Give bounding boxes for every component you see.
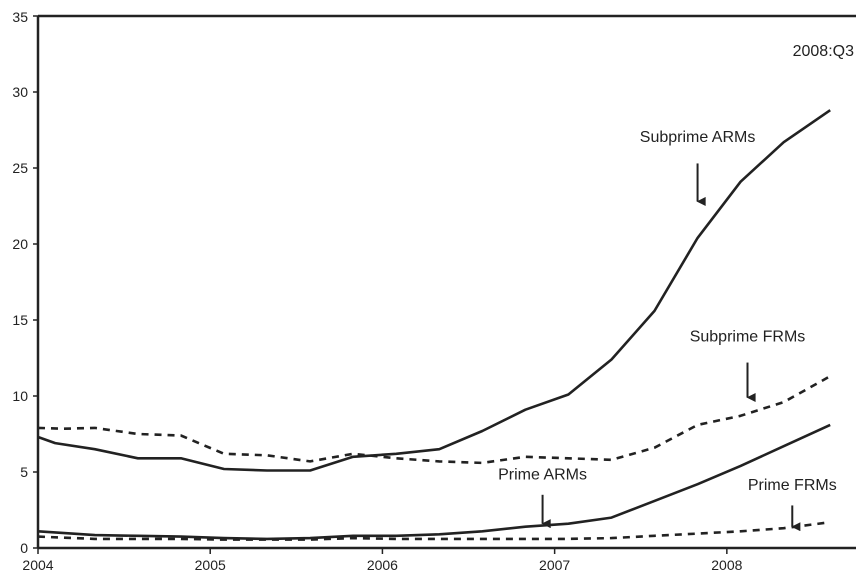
y-axis: 0 5 10 15 20 25 30 35 — [12, 9, 38, 556]
y-tick-label: 10 — [12, 388, 28, 404]
y-tick-label: 25 — [12, 160, 28, 176]
series-layer — [37, 109, 831, 541]
x-tick-label: 2004 — [22, 557, 53, 573]
x-tick-label: 2007 — [539, 557, 570, 573]
series-line-subprime-arms — [37, 109, 831, 472]
series-line-prime-arms — [37, 423, 831, 541]
y-tick-label: 0 — [20, 540, 28, 556]
y-tick-label: 5 — [20, 464, 28, 480]
y-tick-label: 35 — [12, 9, 28, 25]
annotation-layer: Subprime ARMs Subprime FRMs Prime ARMs Prim… — [498, 129, 837, 532]
annotation-prime-frms: Prime FRMs — [748, 477, 837, 494]
x-axis: 2004 2005 2006 2007 2008 — [22, 548, 743, 573]
plot-frame — [36, 14, 856, 550]
period-label: 2008:Q3 — [793, 43, 854, 60]
annotation-prime-arms: Prime ARMs — [498, 467, 587, 484]
y-tick-label: 20 — [12, 236, 28, 252]
x-tick-label: 2005 — [195, 557, 226, 573]
series-line-subprime-frms — [37, 375, 831, 465]
y-tick-label: 15 — [12, 312, 28, 328]
annotation-subprime-frms: Subprime FRMs — [690, 328, 806, 345]
y-tick-label: 30 — [12, 84, 28, 100]
annotation-subprime-arms: Subprime ARMs — [640, 129, 756, 146]
x-tick-label: 2006 — [367, 557, 398, 573]
x-tick-label: 2008 — [711, 557, 742, 573]
